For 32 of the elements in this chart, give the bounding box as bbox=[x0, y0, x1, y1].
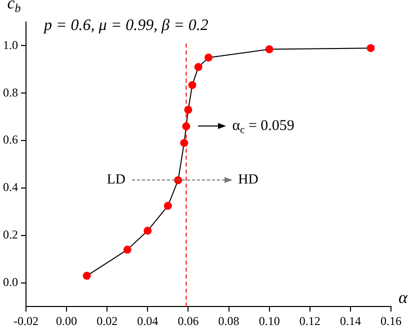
point bbox=[194, 63, 202, 72]
annotation: LD bbox=[106, 172, 126, 188]
annotation: HD bbox=[238, 172, 258, 188]
y-tick-label: 0.6 bbox=[3, 132, 18, 147]
x-tick-label: 0.00 bbox=[56, 314, 78, 328]
point bbox=[180, 138, 188, 147]
x-tick-label: 0.14 bbox=[340, 314, 361, 328]
annotation: p = 0.6, μ = 0.99, β = 0.2 bbox=[43, 17, 208, 34]
y-tick-label: 1.0 bbox=[3, 38, 18, 52]
point bbox=[265, 45, 274, 54]
y-tick-label: 0.8 bbox=[3, 85, 18, 100]
x-axis-title: α bbox=[398, 288, 409, 308]
y-tick-label: 0.4 bbox=[3, 180, 18, 194]
x-tick-label: 0.16 bbox=[380, 314, 402, 328]
point bbox=[164, 202, 172, 210]
x-tick-label: 0.10 bbox=[258, 314, 280, 328]
x-tick-label: 0.06 bbox=[178, 314, 199, 328]
point bbox=[144, 226, 152, 235]
point bbox=[184, 106, 192, 114]
point bbox=[174, 176, 182, 184]
y-tick-label: 0.0 bbox=[3, 275, 18, 290]
point bbox=[366, 44, 375, 52]
x-tick-label: -0.02 bbox=[14, 314, 38, 328]
point bbox=[82, 272, 91, 280]
x-tick-label: 0.02 bbox=[96, 314, 118, 328]
y-tick-label: 0.2 bbox=[3, 228, 18, 242]
point bbox=[204, 54, 212, 62]
x-tick-label: 0.12 bbox=[299, 314, 320, 328]
x-tick-label: 0.04 bbox=[137, 314, 158, 328]
point bbox=[123, 246, 132, 254]
point bbox=[188, 81, 196, 90]
x-tick-label: 0.08 bbox=[218, 314, 240, 328]
